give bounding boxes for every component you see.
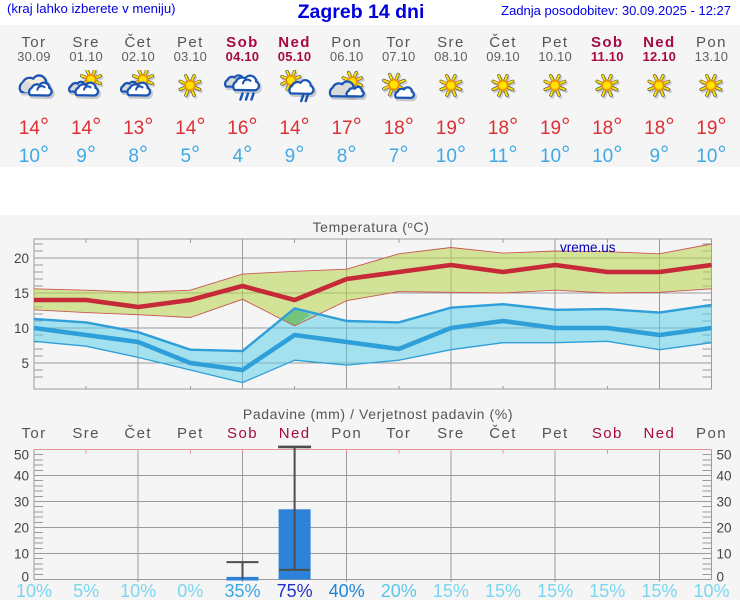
svg-text:40%: 40% bbox=[329, 581, 365, 600]
svg-text:20%: 20% bbox=[381, 581, 417, 600]
svg-text:Padavine (mm) / Verjetnost pad: Padavine (mm) / Verjetnost padavin (%) bbox=[243, 406, 513, 422]
svg-text:Pet: Pet bbox=[542, 425, 569, 442]
svg-text:40: 40 bbox=[14, 469, 29, 484]
svg-text:Čet: Čet bbox=[124, 425, 152, 442]
svg-text:10%: 10% bbox=[120, 581, 156, 600]
svg-text:15%: 15% bbox=[589, 581, 625, 600]
svg-text:5: 5 bbox=[21, 356, 29, 371]
svg-text:15: 15 bbox=[14, 286, 29, 301]
svg-text:20: 20 bbox=[14, 521, 29, 536]
svg-text:0: 0 bbox=[717, 570, 725, 585]
svg-text:15%: 15% bbox=[641, 581, 677, 600]
svg-text:50: 50 bbox=[717, 448, 732, 463]
svg-text:Tor: Tor bbox=[21, 425, 46, 442]
svg-text:Čet: Čet bbox=[489, 425, 517, 442]
svg-text:Pon: Pon bbox=[331, 425, 362, 442]
svg-text:Sre: Sre bbox=[437, 425, 465, 442]
svg-text:10: 10 bbox=[717, 547, 732, 562]
svg-text:Ned: Ned bbox=[279, 425, 311, 442]
svg-text:Pon: Pon bbox=[696, 425, 727, 442]
svg-text:Ned: Ned bbox=[644, 425, 676, 442]
svg-text:50: 50 bbox=[14, 448, 29, 463]
svg-text:0%: 0% bbox=[177, 581, 203, 600]
svg-text:40: 40 bbox=[717, 469, 732, 484]
svg-text:20: 20 bbox=[717, 521, 732, 536]
svg-text:Tor: Tor bbox=[386, 425, 411, 442]
svg-text:15%: 15% bbox=[433, 581, 469, 600]
svg-text:Sob: Sob bbox=[227, 425, 258, 442]
svg-text:30: 30 bbox=[14, 495, 29, 510]
svg-text:10: 10 bbox=[14, 321, 29, 336]
svg-text:Sre: Sre bbox=[72, 425, 100, 442]
svg-text:10: 10 bbox=[14, 547, 29, 562]
svg-text:75%: 75% bbox=[277, 581, 313, 600]
svg-text:10%: 10% bbox=[16, 581, 52, 600]
svg-text:10%: 10% bbox=[693, 581, 729, 600]
svg-text:5%: 5% bbox=[73, 581, 99, 600]
svg-text:Sob: Sob bbox=[592, 425, 623, 442]
svg-text:20: 20 bbox=[14, 251, 29, 266]
svg-text:30: 30 bbox=[717, 495, 732, 510]
svg-text:15%: 15% bbox=[537, 581, 573, 600]
svg-text:Temperatura (oC): Temperatura (oC) bbox=[313, 219, 430, 235]
svg-text:15%: 15% bbox=[485, 581, 521, 600]
svg-text:0: 0 bbox=[21, 570, 29, 585]
svg-text:Pet: Pet bbox=[177, 425, 204, 442]
svg-text:35%: 35% bbox=[224, 581, 260, 600]
svg-text:vreme.us: vreme.us bbox=[560, 240, 616, 255]
